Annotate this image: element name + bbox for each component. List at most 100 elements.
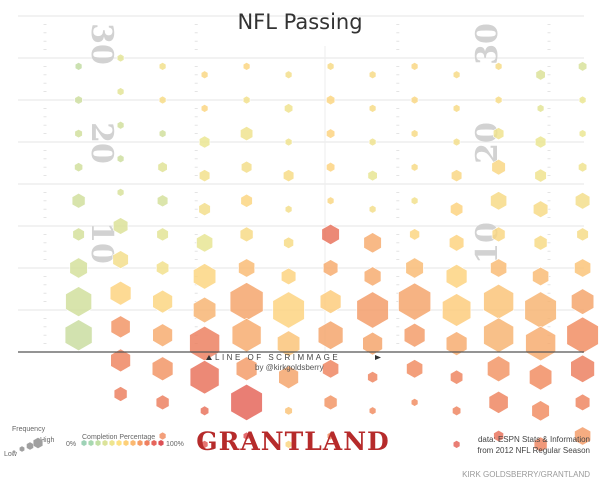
hexbin-cell bbox=[326, 161, 336, 173]
hexbin-cell bbox=[152, 323, 173, 348]
hexbin-cell bbox=[69, 257, 88, 279]
hexbin-cell bbox=[71, 192, 86, 209]
hexbin-cell bbox=[198, 202, 211, 217]
hexbin-cell bbox=[151, 356, 174, 382]
chart-title: NFL Passing bbox=[237, 10, 362, 34]
legend-frequency-title: Frequency bbox=[12, 426, 46, 433]
hexbin-cell bbox=[578, 129, 587, 138]
legend-completion-hex bbox=[87, 439, 95, 447]
hexbin-cell bbox=[319, 289, 342, 314]
hexbin-cell bbox=[576, 227, 589, 242]
hexbin-cell bbox=[200, 70, 209, 80]
hexbin-cell bbox=[578, 95, 587, 105]
hexbin-cell bbox=[110, 315, 131, 339]
legend-completion-hex bbox=[115, 439, 123, 447]
source-line-1: data: ESPN Stats & Information bbox=[478, 435, 590, 444]
hexbin-cell bbox=[158, 95, 167, 105]
hexbin-cell bbox=[242, 62, 251, 71]
hexbin-cell bbox=[200, 405, 210, 417]
yard-number-left-30: 30 bbox=[84, 23, 119, 65]
hexbin-cell bbox=[368, 137, 377, 147]
hexbin-cell bbox=[116, 188, 125, 197]
hexbin-cell bbox=[242, 431, 251, 441]
hexbin-cell bbox=[368, 70, 377, 80]
hexbin-cell bbox=[571, 288, 595, 315]
hexbin-cell bbox=[409, 228, 420, 241]
hexbin-cell bbox=[490, 258, 508, 278]
hexbin-cell bbox=[524, 291, 557, 329]
hexbin-cell bbox=[229, 282, 264, 322]
hexbin-cell bbox=[110, 348, 131, 373]
hexbin-cell bbox=[410, 162, 419, 172]
hexbin-cell bbox=[483, 283, 514, 320]
hexbin-cell bbox=[452, 137, 461, 147]
hexbin-cell bbox=[74, 128, 83, 139]
hexbin-cell bbox=[410, 129, 419, 138]
hexbin-cell bbox=[116, 154, 125, 164]
hexbin-cell bbox=[491, 158, 506, 176]
hexbin-cell bbox=[403, 322, 426, 348]
hexbin-cell bbox=[278, 365, 299, 390]
hexbin-cell bbox=[368, 406, 377, 416]
hexbin-cell bbox=[235, 356, 258, 382]
football-field: 30 20 10 30 20 10 bbox=[18, 15, 584, 352]
hexbin-cell bbox=[452, 70, 461, 80]
hexbin-layer bbox=[64, 53, 599, 453]
hexbin-cell bbox=[326, 62, 335, 71]
hexbin-cell bbox=[445, 331, 468, 356]
hexbin-cell bbox=[321, 223, 340, 245]
hexbin-cell bbox=[406, 359, 424, 379]
hexbin-cell bbox=[442, 293, 472, 327]
hexbin-cell bbox=[445, 264, 468, 289]
hexbin-cell bbox=[494, 62, 503, 71]
hexbin-cell bbox=[529, 363, 553, 391]
hexbin-cell bbox=[574, 393, 591, 412]
hexbin-cell bbox=[533, 436, 548, 453]
hexbin-cell bbox=[157, 161, 168, 173]
hexbin-cell bbox=[448, 234, 465, 252]
hexbin-cell bbox=[196, 233, 213, 253]
legend-completion-hex bbox=[108, 439, 116, 447]
hexbin-cell bbox=[535, 69, 546, 81]
hexbin-cell bbox=[193, 296, 217, 324]
hexbin-cell bbox=[280, 267, 297, 286]
hexbin-cell bbox=[156, 227, 169, 242]
hexbin-cell bbox=[398, 282, 432, 321]
hexbin-cell bbox=[112, 250, 129, 269]
hexbin-cell bbox=[534, 168, 547, 183]
hexbin-cell bbox=[566, 316, 599, 354]
hexbin-cell bbox=[533, 234, 548, 251]
hexbin-cell bbox=[231, 318, 262, 353]
hexbin-cell bbox=[532, 200, 549, 218]
hexbin-cell bbox=[72, 227, 85, 242]
hexbin-cell bbox=[74, 62, 83, 71]
hexbin-cell bbox=[116, 87, 125, 96]
hexbin-cell bbox=[532, 266, 550, 287]
hexbin-cell bbox=[284, 70, 293, 80]
hexbin-cell bbox=[156, 260, 170, 276]
legend-completion-hex bbox=[136, 439, 144, 447]
hexbin-cell bbox=[323, 394, 338, 411]
hexbin-cell bbox=[230, 383, 263, 421]
hexbin-cell bbox=[238, 258, 255, 278]
source-line-2: from 2012 NFL Regular Season bbox=[477, 446, 590, 455]
hexbin-cell bbox=[570, 354, 595, 383]
hexbin-cell bbox=[239, 226, 254, 243]
hexbin-cell bbox=[272, 291, 305, 329]
yard-number-right-30: 30 bbox=[470, 23, 505, 65]
hexbin-cell bbox=[410, 95, 419, 105]
hexbin-cell bbox=[113, 386, 128, 402]
hexbin-cell bbox=[199, 169, 211, 183]
hexbin-cell bbox=[113, 217, 129, 235]
hexbin-cell bbox=[284, 204, 293, 214]
hexbin-cell bbox=[490, 191, 508, 211]
hexbin-cell bbox=[284, 406, 293, 416]
hexbin-cell bbox=[240, 126, 254, 142]
hexbin-cell bbox=[74, 95, 83, 105]
hexbin-cell bbox=[326, 196, 335, 206]
hexbin-cell bbox=[574, 192, 591, 210]
hexbin-cell bbox=[487, 355, 511, 383]
hexbin-cell bbox=[410, 196, 419, 206]
hexbin-cell bbox=[74, 162, 83, 173]
legend-completion-hex bbox=[101, 439, 109, 447]
